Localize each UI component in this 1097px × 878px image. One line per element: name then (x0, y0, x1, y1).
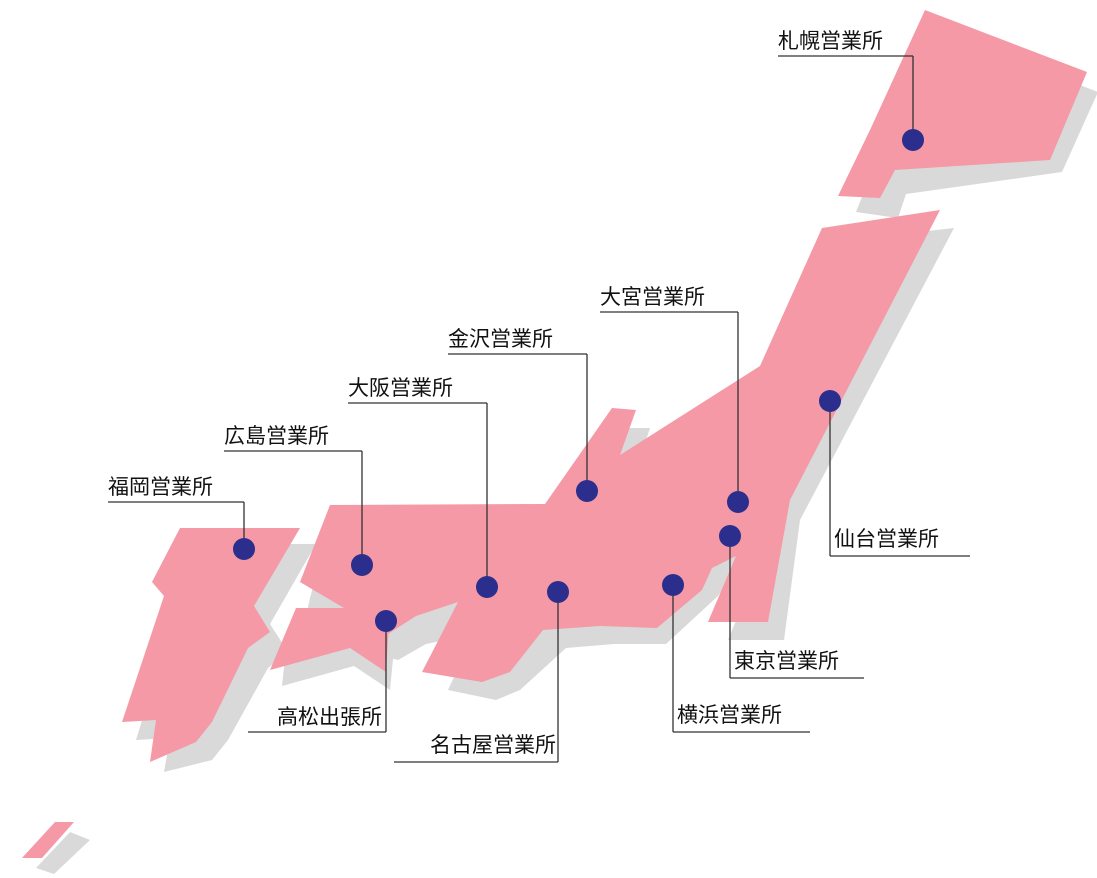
office-pin-icon (819, 390, 841, 412)
office-label: 高松出張所 (277, 705, 382, 729)
office-fukuoka: 福岡営業所 (108, 475, 255, 560)
office-label: 大阪営業所 (348, 376, 453, 400)
office-tokyo: 東京営業所 (719, 525, 864, 679)
office-osaka: 大阪営業所 (348, 376, 498, 598)
office-label: 金沢営業所 (448, 327, 553, 351)
office-label: 横浜営業所 (677, 703, 782, 727)
office-pin-icon (576, 480, 598, 502)
office-label: 仙台営業所 (834, 527, 939, 551)
honshu (300, 210, 940, 682)
office-pin-icon (375, 610, 397, 632)
office-takamatsu: 高松出張所 (248, 610, 397, 733)
office-hiroshima: 広島営業所 (224, 424, 373, 576)
office-omiya: 大宮営業所 (600, 285, 749, 513)
office-label: 札幌営業所 (778, 29, 883, 53)
office-yokohama: 横浜営業所 (662, 574, 810, 733)
office-pin-icon (727, 491, 749, 513)
office-label: 大宮営業所 (600, 285, 705, 309)
office-nagoya: 名古屋営業所 (394, 581, 569, 763)
office-label: 東京営業所 (734, 649, 839, 673)
kyushu (122, 528, 300, 762)
office-pin-icon (662, 574, 684, 596)
office-sapporo: 札幌営業所 (778, 29, 924, 151)
office-sendai: 仙台営業所 (819, 390, 970, 557)
shikoku (270, 608, 390, 672)
office-kanazawa: 金沢営業所 (448, 327, 598, 502)
office-label: 福岡営業所 (108, 475, 213, 499)
office-pin-icon (719, 525, 741, 547)
office-pin-icon (233, 538, 255, 560)
offices-layer: 札幌営業所大宮営業所金沢営業所大阪営業所広島営業所福岡営業所仙台営業所東京営業所… (108, 29, 970, 763)
japan-landmass (22, 10, 1087, 858)
office-pin-icon (476, 576, 498, 598)
hokkaido (838, 10, 1087, 198)
office-label: 広島営業所 (224, 424, 329, 448)
office-pin-icon (351, 554, 373, 576)
okinawa (22, 822, 74, 858)
office-label: 名古屋営業所 (430, 733, 556, 757)
office-pin-icon (902, 129, 924, 151)
office-pin-icon (547, 581, 569, 603)
